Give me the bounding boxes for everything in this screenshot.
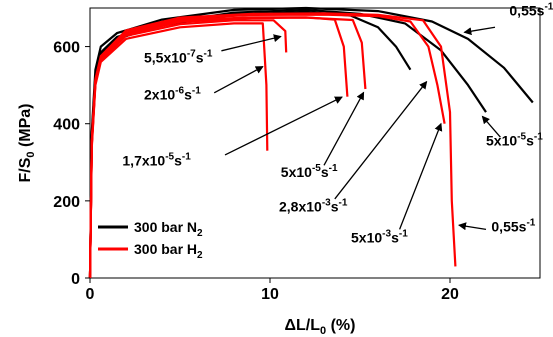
series-line-n2-1 (88, 6, 534, 279)
legend-label: 300 bar N2 (134, 219, 203, 239)
annotation-label: 2x10-6s-1 (144, 85, 201, 102)
annotation-arrow (398, 122, 443, 230)
annotation-label: 5x10-5s-1 (281, 163, 338, 180)
y-tick-label: 600 (53, 40, 80, 57)
annotation-arrow (458, 222, 487, 231)
annotation-layer: 0,55s-1 5,5x10-7s-1 2x10-6s-1 1,7x10-5s-1 5x… (122, 2, 553, 246)
x-axis-title: ΔL/L0 (%) (285, 317, 356, 337)
legend-entry: 300 bar H2 (98, 241, 203, 261)
annotation-label: 0,55s-1 (509, 2, 553, 19)
annotation-arrow (323, 91, 365, 166)
annotation-label: 1,7x10-5s-1 (122, 151, 191, 168)
series-layer (88, 6, 534, 279)
y-tick-label: 200 (53, 194, 80, 211)
annotation-arrow (221, 34, 282, 52)
annotation-arrow (481, 115, 501, 138)
annotation-label: 5x10-5s-1 (486, 132, 543, 149)
annotation-label: 0,55s-1 (491, 217, 535, 234)
annotation-arrow (224, 96, 343, 156)
series-line-h2-9 (88, 12, 457, 279)
annotation-label: 5,5x10-7s-1 (144, 48, 213, 65)
y-tick-label: 400 (53, 117, 80, 134)
x-tick-label: 20 (441, 286, 459, 303)
annotation-arrow (213, 66, 264, 94)
y-axis-title: F/S0 (MPa) (17, 103, 37, 182)
x-tick-label: 0 (86, 286, 95, 303)
annotation-arrow (463, 26, 496, 36)
legend-entry: 300 bar N2 (98, 219, 203, 239)
legend-label: 300 bar H2 (134, 241, 203, 261)
y-tick-label: 0 (71, 271, 80, 288)
x-tick-label: 10 (261, 286, 279, 303)
annotation-label: 2,8x10-3s-1 (279, 198, 348, 215)
annotation-label: 5x10-3s-1 (351, 229, 408, 246)
annotation-arrow (334, 80, 428, 200)
series-line-h2-7 (88, 16, 367, 279)
series-line-h2-6 (88, 16, 349, 279)
